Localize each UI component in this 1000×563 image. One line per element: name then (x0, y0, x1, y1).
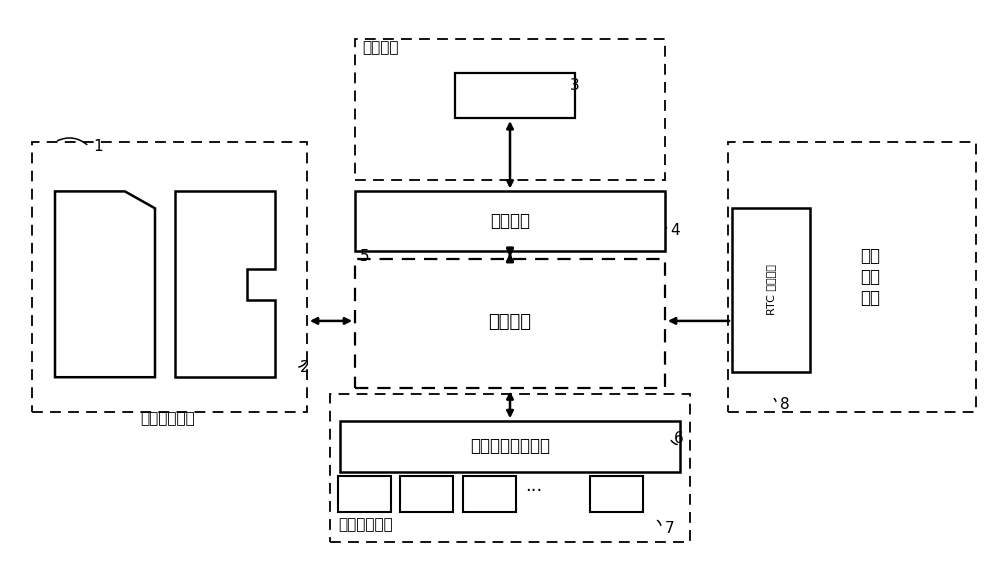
Text: 通信模块: 通信模块 (490, 212, 530, 230)
Text: 7: 7 (665, 521, 675, 535)
Text: 通信单元: 通信单元 (362, 40, 398, 55)
Text: 6: 6 (674, 431, 684, 445)
Bar (338, 476, 391, 512)
Text: 2: 2 (300, 360, 310, 374)
Polygon shape (55, 191, 155, 377)
Text: 1: 1 (93, 139, 103, 154)
Polygon shape (175, 191, 275, 377)
Text: 时间
控制
单元: 时间 控制 单元 (860, 247, 880, 307)
Bar (355, 191, 665, 251)
Text: 5: 5 (360, 249, 370, 264)
Text: 4: 4 (670, 224, 680, 238)
Bar (355, 259, 665, 388)
Bar (355, 39, 665, 180)
Text: 逻辑输入输出驱动: 逻辑输入输出驱动 (470, 437, 550, 455)
Bar (728, 142, 976, 412)
Bar (340, 421, 680, 472)
Bar (330, 394, 690, 542)
Bar (400, 476, 453, 512)
Bar (463, 476, 516, 512)
Text: 微控制器: 微控制器 (488, 313, 532, 331)
Bar (590, 476, 643, 512)
Bar (32, 142, 307, 412)
Text: ···: ··· (525, 482, 543, 500)
Bar (455, 73, 575, 118)
Bar (732, 208, 810, 372)
Text: 逻辑控制单元: 逻辑控制单元 (338, 517, 393, 533)
Text: 3: 3 (570, 78, 580, 93)
Text: 8: 8 (780, 397, 790, 412)
Text: RTC 控制模块: RTC 控制模块 (766, 265, 776, 315)
Text: 活动存储单元: 活动存储单元 (141, 411, 195, 426)
